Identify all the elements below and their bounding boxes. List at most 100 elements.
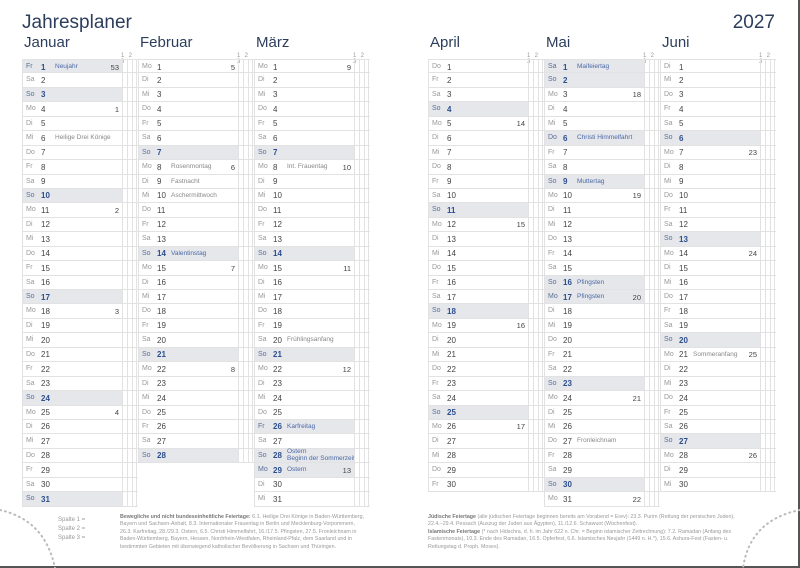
day-row[interactable]: Fr 8 (22, 160, 138, 175)
column-3-cell[interactable] (654, 160, 659, 174)
column-3-cell[interactable] (364, 145, 369, 160)
column-1-cell[interactable] (528, 391, 533, 405)
day-cell[interactable]: Mi 24 (254, 391, 354, 405)
column-1-cell[interactable] (760, 362, 765, 376)
column-2-cell[interactable] (359, 362, 364, 376)
day-cell[interactable]: Fr 14 (544, 246, 644, 261)
column-2-cell[interactable] (533, 477, 538, 492)
day-cell[interactable]: Do 4 (254, 102, 354, 116)
column-1-cell[interactable] (528, 261, 533, 275)
column-1-cell[interactable] (644, 419, 649, 434)
column-2-cell[interactable] (649, 87, 654, 102)
column-3-cell[interactable] (364, 160, 369, 174)
day-row[interactable]: Mo 29 Ostern 13 (254, 463, 370, 478)
column-2-cell[interactable] (127, 275, 132, 289)
day-cell[interactable]: So 18 (428, 304, 528, 318)
day-row[interactable]: Di 16 (254, 275, 370, 290)
day-cell[interactable]: Do 7 (22, 145, 122, 160)
day-cell[interactable]: Sa 5 (660, 116, 760, 131)
column-2-cell[interactable] (649, 73, 654, 87)
column-1-cell[interactable] (644, 60, 649, 73)
column-2-cell[interactable] (359, 232, 364, 246)
column-1-cell[interactable] (760, 261, 765, 275)
column-1-cell[interactable] (238, 304, 243, 318)
column-2-cell[interactable] (127, 203, 132, 217)
day-row[interactable]: Do 29 (428, 463, 544, 478)
column-3-cell[interactable] (248, 131, 253, 145)
column-2-cell[interactable] (127, 492, 132, 506)
column-1-cell[interactable] (760, 405, 765, 419)
column-2-cell[interactable] (765, 261, 770, 275)
column-3-cell[interactable] (538, 246, 543, 261)
column-2-cell[interactable] (243, 290, 248, 304)
day-cell[interactable]: Fr 11 (660, 203, 760, 217)
day-cell[interactable]: Mo 5 14 (428, 116, 528, 131)
column-2-cell[interactable] (359, 463, 364, 477)
column-2-cell[interactable] (765, 318, 770, 333)
day-row[interactable]: Do 25 (138, 405, 254, 420)
column-2-cell[interactable] (533, 362, 538, 376)
column-2-cell[interactable] (243, 275, 248, 289)
column-1-cell[interactable] (644, 347, 649, 362)
day-row[interactable]: Do 17 (660, 290, 776, 305)
day-row[interactable]: So 31 (22, 492, 138, 507)
column-3-cell[interactable] (132, 261, 137, 275)
column-2-cell[interactable] (533, 304, 538, 318)
column-3-cell[interactable] (132, 174, 137, 188)
day-cell[interactable]: Fr 2 (428, 73, 528, 87)
day-cell[interactable]: Mi 19 (544, 318, 644, 333)
column-1-cell[interactable] (528, 87, 533, 102)
column-1-cell[interactable] (354, 376, 359, 391)
day-cell[interactable]: Mi 6 Heilige Drei Könige (22, 131, 122, 145)
column-3-cell[interactable] (538, 217, 543, 232)
column-1-cell[interactable] (238, 376, 243, 391)
day-cell[interactable]: Sa 6 (138, 131, 238, 145)
column-3-cell[interactable] (538, 405, 543, 419)
day-row[interactable]: Fr 14 (544, 246, 660, 262)
day-row[interactable]: Mo 4 1 (22, 102, 138, 117)
day-cell[interactable]: Mi 31 (254, 492, 354, 506)
column-3-cell[interactable] (538, 73, 543, 87)
day-row[interactable]: Di 30 (254, 477, 370, 493)
column-1-cell[interactable] (354, 362, 359, 376)
day-row[interactable]: Di 23 (254, 376, 370, 392)
column-1-cell[interactable] (354, 87, 359, 102)
day-row[interactable]: Sa 2 (22, 73, 138, 88)
day-row[interactable]: So 24 (22, 391, 138, 406)
day-cell[interactable]: Di 9 Fastnacht (138, 174, 238, 188)
day-cell[interactable]: Fr 8 (22, 160, 122, 174)
column-3-cell[interactable] (770, 362, 775, 376)
column-3-cell[interactable] (364, 405, 369, 419)
column-1-cell[interactable] (122, 203, 127, 217)
column-2-cell[interactable] (765, 174, 770, 188)
column-1-cell[interactable] (760, 73, 765, 87)
day-cell[interactable]: Di 8 (660, 160, 760, 174)
column-3-cell[interactable] (132, 232, 137, 246)
column-2-cell[interactable] (649, 116, 654, 131)
day-row[interactable]: Di 8 (660, 160, 776, 175)
day-row[interactable]: Do 11 (254, 203, 370, 218)
column-1-cell[interactable] (760, 391, 765, 405)
column-3-cell[interactable] (770, 145, 775, 160)
column-2-cell[interactable] (649, 492, 654, 506)
column-2-cell[interactable] (765, 463, 770, 477)
day-row[interactable]: Fr 9 (428, 174, 544, 189)
day-cell[interactable]: Mi 3 (138, 87, 238, 102)
day-row[interactable]: Sa 17 (428, 290, 544, 305)
column-1-cell[interactable] (760, 60, 765, 73)
day-cell[interactable]: So 14 Valentinstag (138, 246, 238, 261)
day-row[interactable]: Sa 20 Frühlingsanfang (254, 333, 370, 348)
day-row[interactable]: Do 21 (22, 347, 138, 363)
column-2-cell[interactable] (765, 102, 770, 116)
day-cell[interactable]: Mo 19 16 (428, 318, 528, 333)
column-1-cell[interactable] (644, 203, 649, 217)
column-3-cell[interactable] (364, 232, 369, 246)
column-1-cell[interactable] (354, 448, 359, 463)
column-3-cell[interactable] (248, 87, 253, 102)
column-1-cell[interactable] (354, 116, 359, 131)
column-3-cell[interactable] (248, 217, 253, 232)
column-1-cell[interactable] (760, 102, 765, 116)
column-3-cell[interactable] (538, 434, 543, 448)
column-3-cell[interactable] (654, 145, 659, 160)
column-1-cell[interactable] (528, 60, 533, 73)
